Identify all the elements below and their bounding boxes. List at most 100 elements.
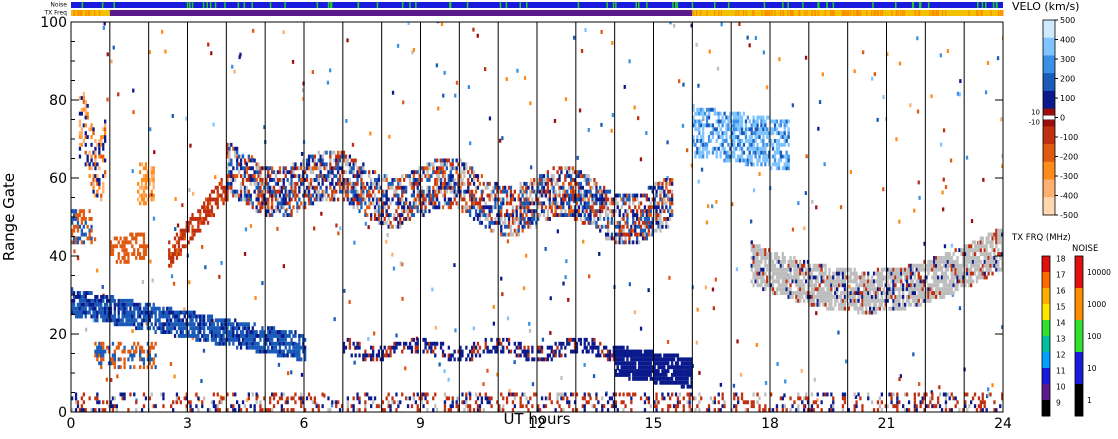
echo-cell bbox=[764, 150, 767, 155]
echo-cell bbox=[84, 217, 87, 221]
echo-cell bbox=[123, 365, 126, 370]
echo-cell bbox=[426, 166, 429, 171]
echo-cell bbox=[300, 166, 303, 171]
echo-cell bbox=[360, 205, 363, 210]
echo-cell bbox=[634, 213, 637, 217]
echo-cell bbox=[86, 103, 89, 108]
echo-cell bbox=[373, 209, 377, 214]
echo-cell bbox=[311, 166, 315, 171]
scatter-point bbox=[492, 321, 495, 326]
echo-cell bbox=[261, 330, 264, 334]
echo-cell bbox=[276, 197, 280, 202]
echo-cell bbox=[622, 349, 625, 354]
echo-cell bbox=[113, 302, 116, 307]
scatter-point bbox=[348, 300, 351, 304]
echo-cell bbox=[441, 205, 445, 210]
echo-cell bbox=[304, 193, 307, 198]
echo-cell bbox=[735, 111, 738, 116]
echo-cell bbox=[653, 373, 656, 377]
echo-cell bbox=[723, 150, 726, 155]
echo-cell bbox=[86, 115, 89, 120]
echo-cell bbox=[377, 201, 381, 206]
echo-cell bbox=[331, 150, 334, 155]
echo-cell bbox=[781, 267, 784, 272]
echo-cell bbox=[98, 341, 101, 346]
echo-cell bbox=[362, 166, 365, 171]
echo-cell bbox=[568, 337, 571, 342]
echo-cell bbox=[356, 205, 359, 210]
scatter-point bbox=[407, 22, 410, 25]
echo-cell bbox=[509, 349, 513, 354]
echo-cell bbox=[282, 337, 285, 342]
scatter-point bbox=[212, 122, 215, 127]
echo-cell bbox=[377, 185, 381, 190]
echo-cell bbox=[123, 345, 126, 350]
echo-cell bbox=[253, 334, 256, 338]
echo-cell bbox=[727, 115, 730, 120]
echo-cell bbox=[799, 295, 802, 299]
echo-cell bbox=[721, 139, 724, 143]
echo-cell bbox=[428, 209, 431, 214]
echo-cell bbox=[203, 330, 206, 334]
echo-cell bbox=[672, 380, 676, 385]
echo-cell bbox=[84, 220, 87, 225]
echo-cell bbox=[210, 314, 214, 319]
echo-cell bbox=[628, 369, 631, 373]
echo-cell bbox=[175, 330, 179, 334]
echo-cell bbox=[682, 357, 685, 362]
echo-cell bbox=[671, 376, 674, 381]
echo-cell bbox=[771, 119, 775, 124]
echo-cell bbox=[201, 205, 204, 210]
echo-cell bbox=[672, 373, 676, 377]
echo-cell bbox=[527, 357, 530, 362]
echo-cell bbox=[247, 334, 250, 338]
echo-cell bbox=[344, 178, 348, 182]
scatter-point bbox=[853, 69, 856, 74]
echo-cell bbox=[315, 178, 318, 182]
echo-cell bbox=[274, 189, 278, 194]
echo-cell bbox=[146, 341, 149, 346]
echo-cell bbox=[486, 185, 489, 190]
echo-cell bbox=[504, 224, 507, 229]
scatter-point bbox=[549, 331, 552, 335]
echo-cell bbox=[127, 357, 130, 362]
echo-cell bbox=[593, 178, 596, 182]
echo-cell bbox=[115, 322, 118, 327]
echo-cell bbox=[581, 174, 584, 178]
echo-cell bbox=[346, 197, 349, 202]
echo-cell bbox=[197, 322, 200, 327]
echo-cell bbox=[795, 267, 798, 272]
echo-cell bbox=[102, 158, 105, 163]
echo-cell bbox=[203, 217, 206, 221]
echo-cell bbox=[193, 310, 196, 315]
echo-cell bbox=[265, 185, 268, 190]
echo-cell bbox=[647, 213, 650, 217]
echo-cell bbox=[406, 213, 410, 217]
echo-cell bbox=[496, 337, 499, 342]
echo-cell bbox=[587, 213, 590, 217]
echo-cell bbox=[478, 181, 482, 186]
echo-cell bbox=[375, 185, 379, 190]
scatter-point bbox=[202, 348, 206, 353]
echo-cell bbox=[548, 201, 551, 206]
echo-cell bbox=[721, 115, 724, 120]
noise-strip-tick bbox=[206, 2, 208, 8]
echo-cell bbox=[117, 302, 120, 307]
echo-cell bbox=[259, 174, 262, 178]
echo-cell bbox=[358, 353, 361, 358]
echo-cell bbox=[525, 205, 528, 210]
echo-cell bbox=[762, 131, 765, 136]
echo-cell bbox=[471, 166, 474, 171]
echo-cell bbox=[766, 154, 769, 159]
scatter-point bbox=[345, 119, 348, 123]
echo-cell bbox=[641, 236, 645, 241]
echo-cell bbox=[102, 298, 105, 303]
echo-cell bbox=[366, 213, 369, 217]
echo-cell bbox=[775, 150, 779, 155]
echo-cell bbox=[222, 330, 225, 334]
echo-cell bbox=[360, 197, 363, 202]
echo-cell bbox=[816, 295, 819, 299]
echo-cell bbox=[756, 150, 759, 155]
echo-cell bbox=[208, 330, 212, 334]
noise-strip-tick bbox=[985, 2, 987, 8]
